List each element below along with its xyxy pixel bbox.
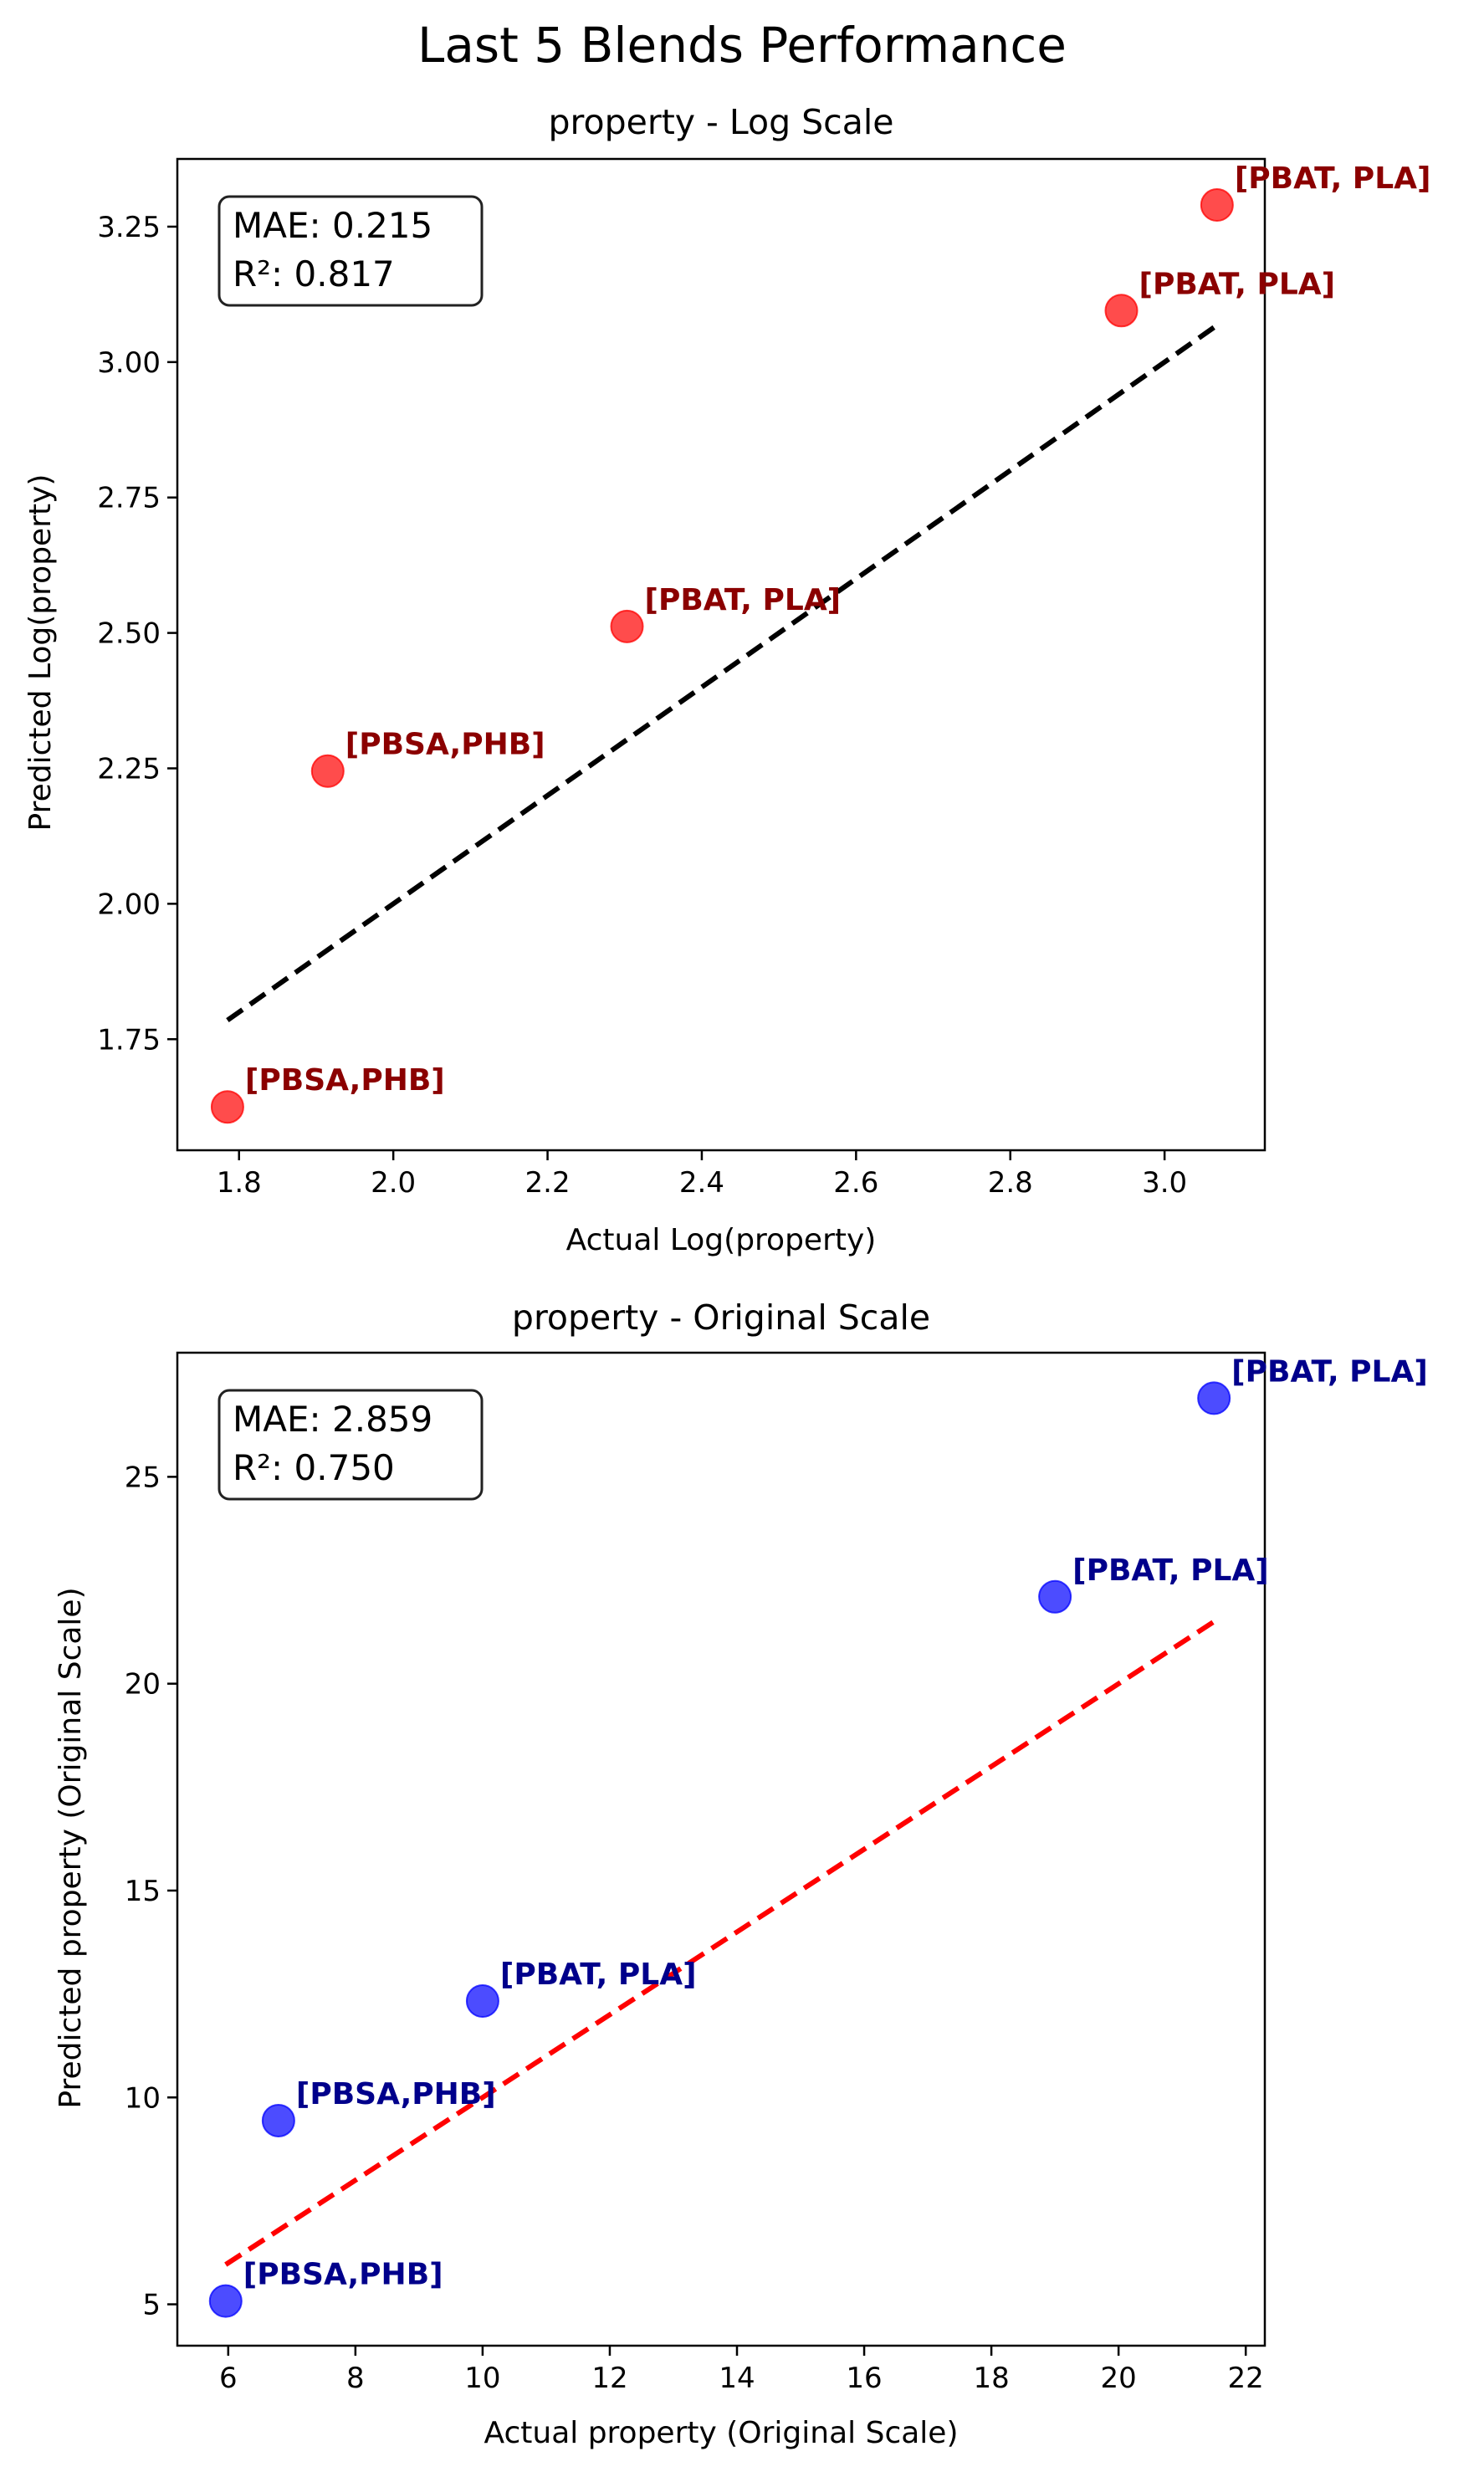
chart-log-xtick-label: 2.8	[988, 1166, 1033, 1200]
chart-original-ytick-label: 10	[125, 2081, 161, 2115]
chart-log-reference-line	[226, 323, 1219, 1023]
chart-original-point-label-2: [PBSA,PHB]	[296, 2077, 496, 2111]
chart-original-reference-line	[224, 1619, 1215, 2267]
chart-original-point-3	[465, 1984, 499, 2019]
chart-original-xtick-label: 18	[973, 2362, 1009, 2395]
chart-log-point-1	[210, 1090, 244, 1124]
chart-log-metrics-box: MAE: 0.215 R²: 0.817	[217, 195, 484, 307]
chart-log-point-label-5: [PBAT, PLA]	[1235, 161, 1431, 196]
chart-log-axes-frame	[176, 157, 1267, 1152]
chart-log-xtick-label: 1.8	[217, 1166, 262, 1200]
chart-log-ytick-label: 2.25	[97, 752, 161, 786]
figure-title: Last 5 Blends Performance	[417, 17, 1067, 74]
chart-original-point-label-1: [PBSA,PHB]	[243, 2258, 443, 2292]
chart-log-xlabel: Actual Log(property)	[566, 1223, 877, 1257]
chart-log-point-3	[610, 609, 644, 643]
chart-original-xtick-label: 8	[346, 2362, 365, 2395]
chart-original-ytick-label: 5	[142, 2289, 161, 2322]
chart-log-ytick-label: 2.75	[97, 482, 161, 515]
chart-original-point-label-4: [PBAT, PLA]	[1072, 1553, 1269, 1588]
chart-log-point-label-3: [PBAT, PLA]	[645, 583, 842, 617]
chart-log-plot-area: 1.8 2.0 2.2 2.4 2.6 2.8 3.0 1.75 2.00 2.25 2.50 2.7…	[97, 157, 1431, 1200]
chart-log-mae: MAE: 0.215	[233, 205, 432, 246]
chart-original-axes-frame	[176, 1351, 1267, 2347]
chart-log-ytick-label: 2.00	[97, 888, 161, 921]
chart-original-xtick-label: 20	[1101, 2362, 1137, 2395]
chart-log-xtick-label: 2.4	[679, 1166, 724, 1200]
chart-original-mae: MAE: 2.859	[233, 1399, 432, 1440]
chart-log-ylabel: Predicted Log(property)	[23, 474, 58, 832]
chart-original-xtick-label: 10	[464, 2362, 500, 2395]
chart-original-point-4	[1038, 1579, 1072, 1614]
chart-log-point-label-4: [PBAT, PLA]	[1139, 267, 1336, 301]
chart-original-title: property - Original Scale	[512, 1297, 930, 1338]
chart-log-title: property - Log Scale	[549, 102, 894, 142]
chart-original-ytick-label: 15	[125, 1875, 161, 1908]
chart-log-point-4	[1104, 294, 1139, 328]
chart-log-r2: R²: 0.817	[233, 253, 395, 294]
chart-original-xtick-label: 16	[846, 2362, 882, 2395]
chart-original-plot-area: 6 8 10 12 14 16 18 20 22 5 10 15 20 25 [PBSA,PHB] [PBSA…	[125, 1351, 1428, 2395]
chart-log-point-label-1: [PBSA,PHB]	[245, 1063, 445, 1098]
chart-log-xtick-label: 2.0	[371, 1166, 416, 1200]
chart-original-scale: property - Original Scale 6 8 10 12 14 16 18 20…	[54, 1297, 1428, 2450]
chart-log-ytick-label: 2.50	[97, 617, 161, 651]
chart-log-xtick-label: 3.0	[1142, 1166, 1187, 1200]
chart-original-r2: R²: 0.750	[233, 1447, 395, 1488]
chart-log-xtick-label: 2.6	[833, 1166, 878, 1200]
chart-log-xtick-label: 2.2	[525, 1166, 571, 1200]
chart-log-point-2	[310, 754, 345, 788]
chart-original-ytick-label: 25	[125, 1461, 161, 1494]
chart-original-xtick-label: 12	[591, 2362, 627, 2395]
chart-log-point-label-2: [PBSA,PHB]	[345, 728, 545, 762]
chart-original-xlabel: Actual property (Original Scale)	[484, 2416, 958, 2450]
chart-original-xtick-label: 14	[719, 2362, 755, 2395]
chart-log-ytick-label: 3.00	[97, 346, 161, 380]
chart-original-point-label-5: [PBAT, PLA]	[1231, 1354, 1428, 1389]
chart-original-point-1	[208, 2284, 243, 2318]
chart-original-ylabel: Predicted property (Original Scale)	[54, 1587, 88, 2108]
chart-original-point-2	[261, 2103, 295, 2137]
chart-log-ytick-label: 1.75	[97, 1023, 161, 1057]
chart-log-ytick-label: 3.25	[97, 211, 161, 244]
chart-original-metrics-box: MAE: 2.859 R²: 0.750	[217, 1389, 484, 1501]
chart-original-point-5	[1197, 1381, 1231, 1415]
chart-original-point-label-3: [PBAT, PLA]	[500, 1958, 697, 1992]
chart-original-ytick-label: 20	[125, 1668, 161, 1702]
chart-log-point-5	[1200, 188, 1234, 223]
chart-original-xtick-label: 22	[1228, 2362, 1264, 2395]
chart-original-xtick-label: 6	[219, 2362, 238, 2395]
chart-log-scale: property - Log Scale 1.8 2.0 2.2 2.4 2.6 2.8 3…	[23, 102, 1430, 1257]
